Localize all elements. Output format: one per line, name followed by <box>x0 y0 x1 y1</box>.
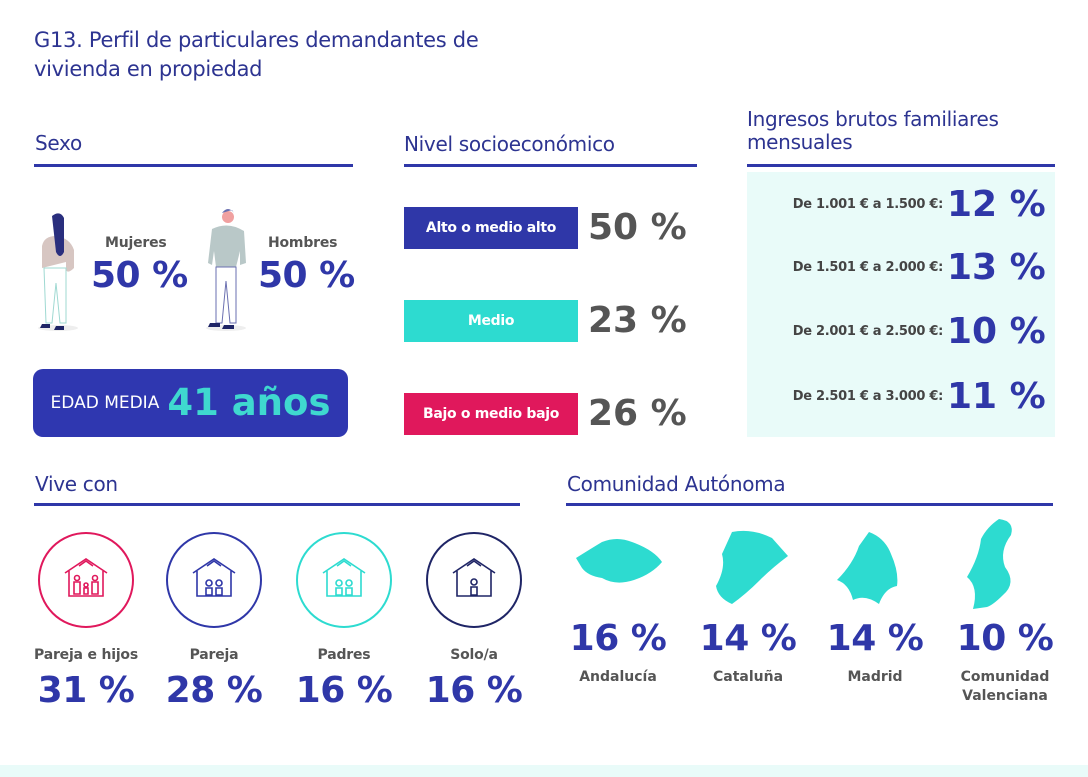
nivel-heading: Nivel socioeconómico <box>404 132 615 156</box>
region-value: 10 % <box>956 618 1054 659</box>
house-family-icon <box>61 556 111 604</box>
divider <box>34 164 353 167</box>
living-value: 31 % <box>37 670 135 711</box>
age-label: EDAD MEDIA <box>50 393 160 413</box>
level-value-high: 50 % <box>588 207 687 248</box>
average-age-box: EDAD MEDIA 41 años <box>33 369 348 437</box>
living-label: Padres <box>317 647 371 663</box>
level-bar-medium: Medio <box>404 300 578 342</box>
living-label: Pareja <box>189 647 239 663</box>
region-label: Andalucía <box>579 669 657 685</box>
level-bar-low: Bajo o medio bajo <box>404 393 578 435</box>
living-value: 28 % <box>165 670 263 711</box>
living-situation-circle <box>166 532 262 628</box>
region-value: 16 % <box>569 618 667 659</box>
man-figure-icon <box>206 209 246 331</box>
women-label: Mujeres <box>105 235 167 251</box>
comunidad-heading: Comunidad Autónoma <box>567 472 786 496</box>
sexo-heading: Sexo <box>35 131 82 155</box>
living-situation-circle <box>38 532 134 628</box>
level-value-medium: 23 % <box>588 300 687 341</box>
vive-heading: Vive con <box>35 472 118 496</box>
madrid-map-icon <box>837 532 898 604</box>
region-value: 14 % <box>826 618 924 659</box>
living-situation-circle <box>426 532 522 628</box>
income-row: De 2.001 € a 2.500 €: 10 % <box>792 311 1046 352</box>
level-bar-high: Alto o medio alto <box>404 207 578 249</box>
region-label: Madrid <box>847 669 903 685</box>
income-row: De 1.501 € a 2.000 €: 13 % <box>792 247 1046 288</box>
cataluna-map-icon <box>716 530 788 604</box>
divider <box>34 503 520 506</box>
woman-figure-icon <box>38 213 78 331</box>
men-value: 50 % <box>258 255 355 296</box>
divider <box>404 164 697 167</box>
living-label: Solo/a <box>450 647 498 663</box>
ingresos-heading: Ingresos brutos familiares mensuales <box>747 107 999 154</box>
income-row: De 1.001 € a 1.500 €: 12 % <box>792 184 1046 225</box>
region-value: 14 % <box>699 618 797 659</box>
living-value: 16 % <box>425 670 523 711</box>
income-panel: De 1.001 € a 1.500 €: 12 % De 1.501 € a 2… <box>747 172 1055 437</box>
men-label: Hombres <box>268 235 338 251</box>
living-label: Pareja e hijos <box>34 647 138 663</box>
region-label: Cataluña <box>712 669 784 685</box>
andalucia-map-icon <box>576 539 662 583</box>
divider <box>566 503 1053 506</box>
footer-strip <box>0 765 1088 777</box>
page-title: G13. Perfil de particulares demandantes … <box>34 28 479 81</box>
age-value: 41 años <box>167 381 331 424</box>
level-value-low: 26 % <box>588 393 687 434</box>
house-single-icon <box>449 556 499 604</box>
women-value: 50 % <box>91 255 188 296</box>
region-label: Comunidad Valenciana <box>960 669 1050 704</box>
income-row: De 2.501 € a 3.000 €: 11 % <box>792 376 1046 417</box>
living-situation-circle <box>296 532 392 628</box>
living-value: 16 % <box>295 670 393 711</box>
house-couple-icon <box>189 556 239 604</box>
valencia-map-icon <box>967 519 1012 609</box>
divider <box>747 164 1055 167</box>
house-parents-icon <box>319 556 369 604</box>
